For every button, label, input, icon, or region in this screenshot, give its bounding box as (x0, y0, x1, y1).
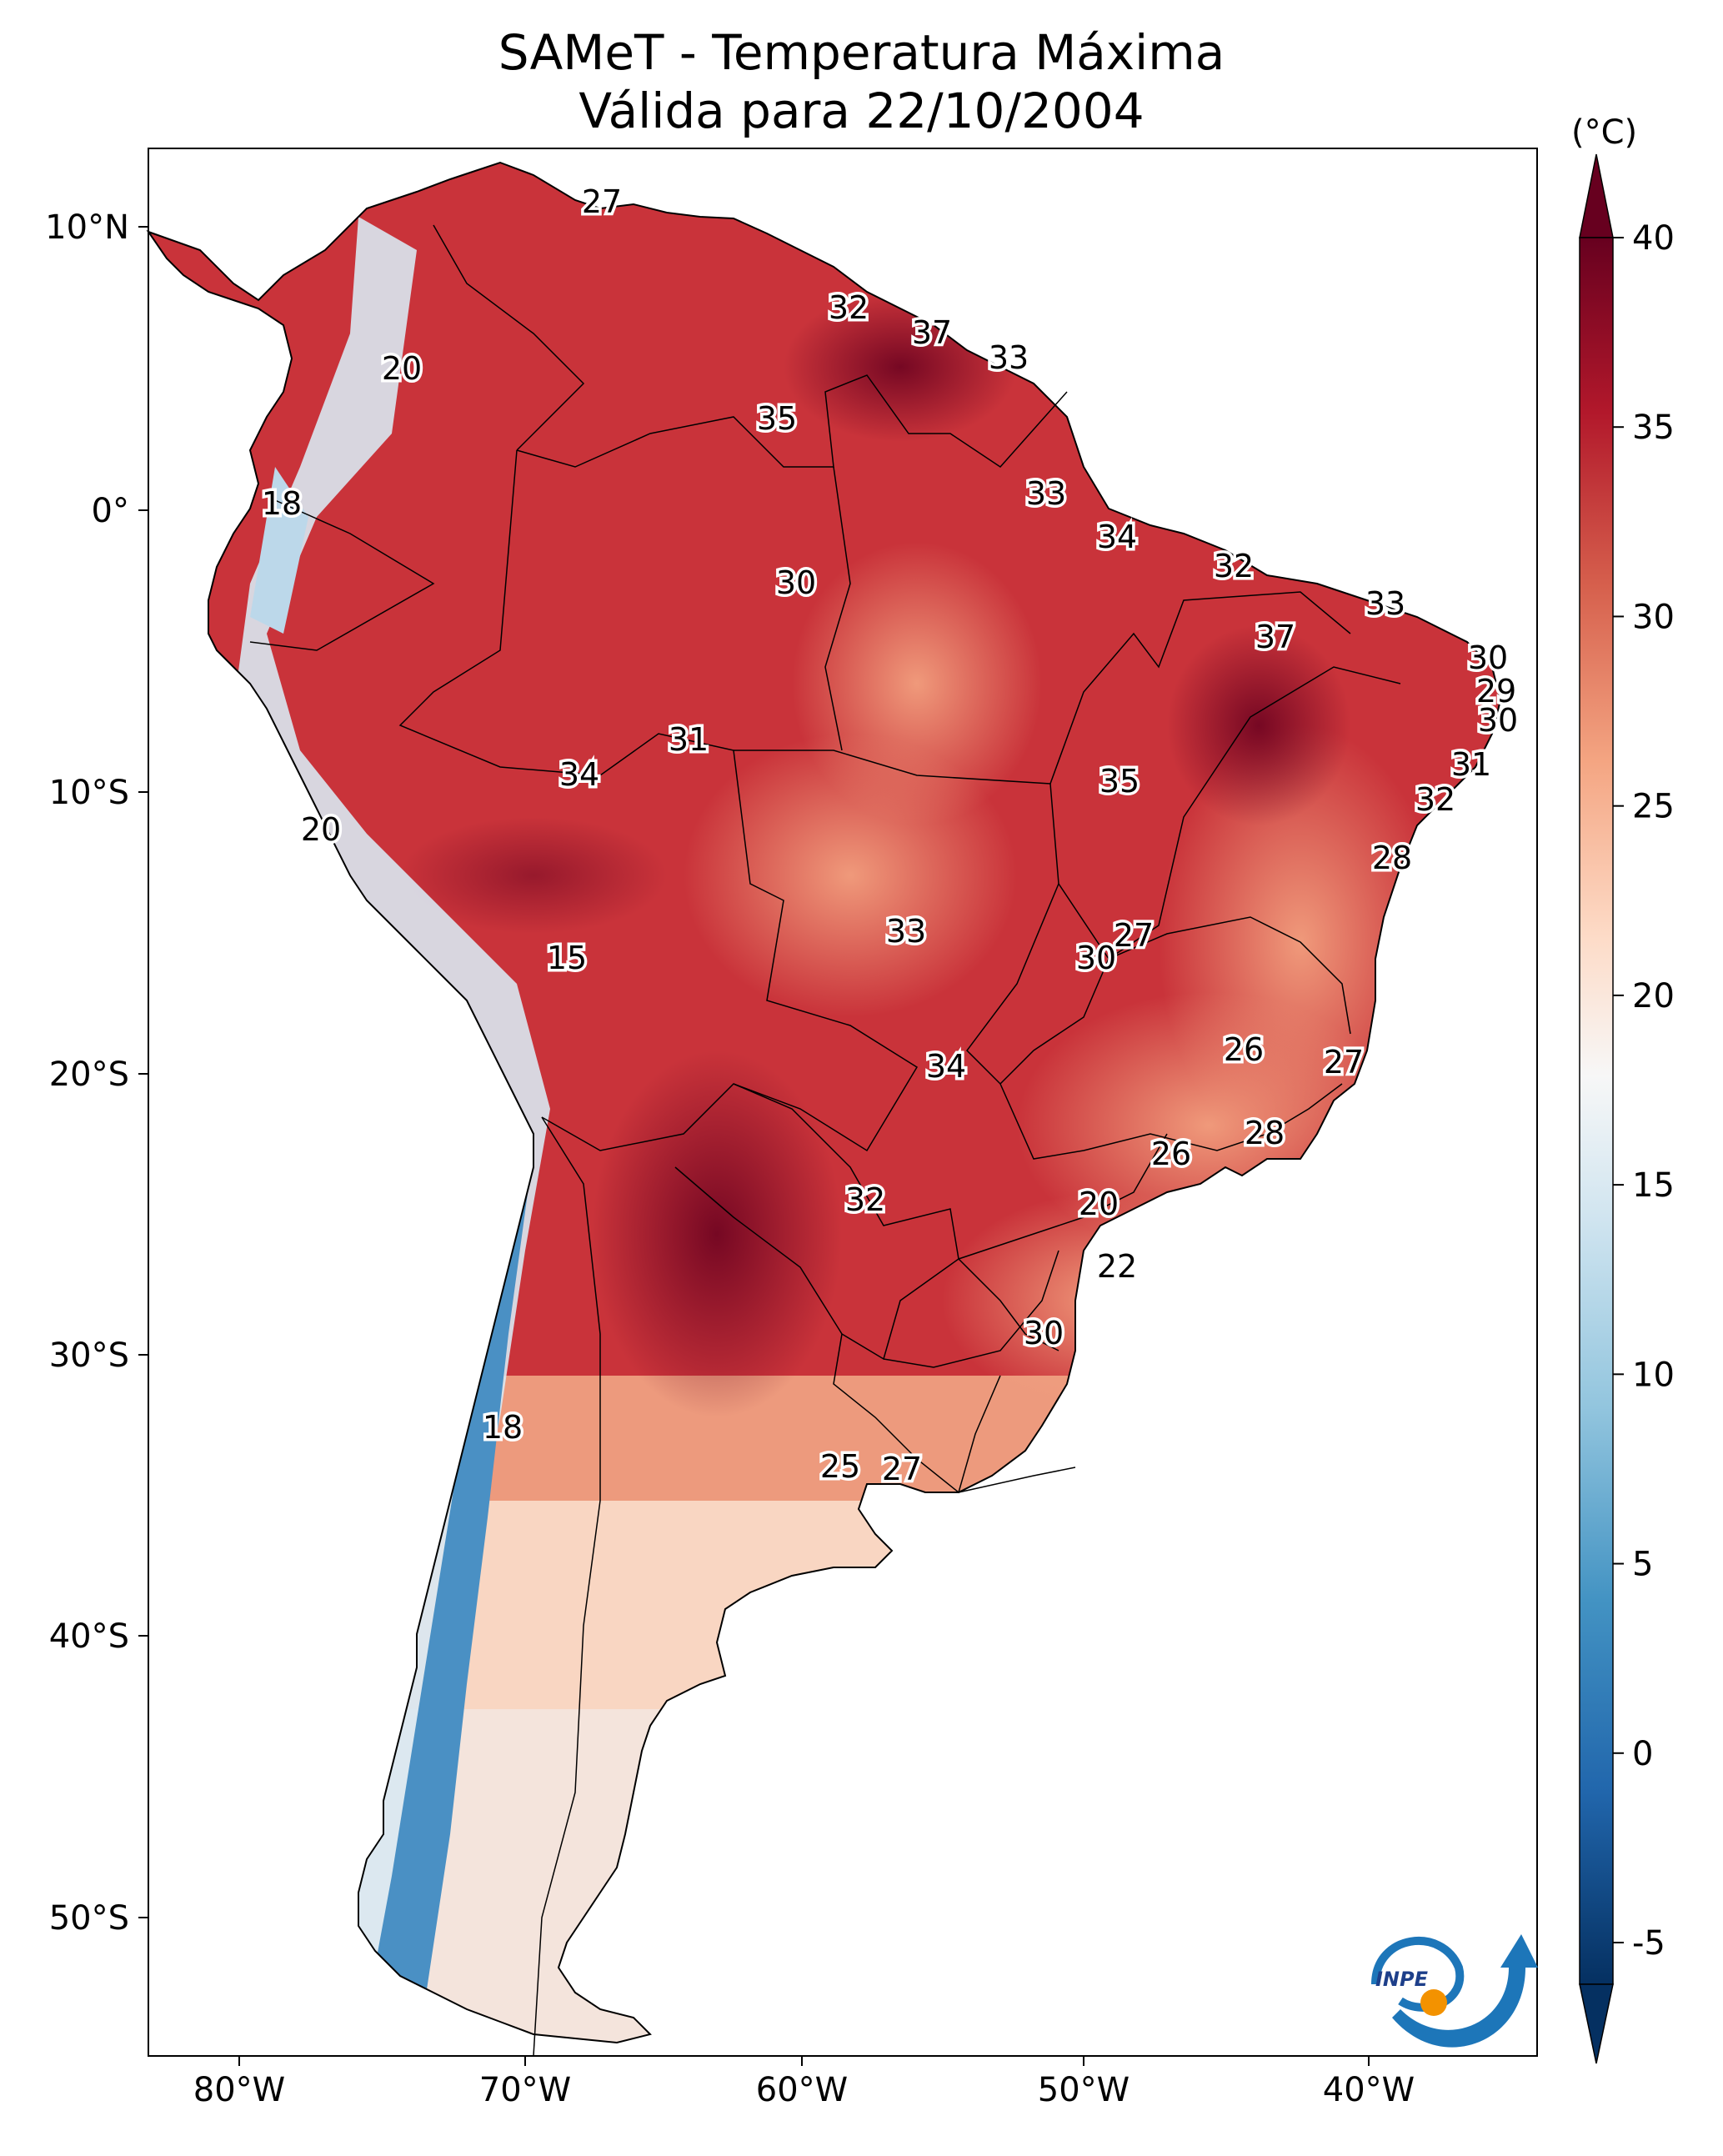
contour-label: 35 (757, 400, 797, 437)
contour-label: 30 (1076, 940, 1116, 976)
colorbar-unit-label: (°C) (1571, 113, 1637, 152)
colorbar-max-arrow (1579, 153, 1614, 238)
latitude-ticks: 10°N 0° 10°S 20°S 30°S 40°S 50°S (45, 208, 148, 1938)
colorbar-tick-label: 20 (1632, 977, 1675, 1015)
contour-label: 20 (301, 811, 341, 848)
contour-label: 33 (1026, 475, 1066, 512)
contour-label: 30 (776, 564, 816, 601)
contour-label: 18 (483, 1409, 523, 1446)
inpe-logo: INPE (1371, 1934, 1538, 2048)
lat-tick-label: 0° (92, 492, 129, 530)
lat-tick-label: 50°S (49, 1899, 129, 1938)
map-subtitle: Válida para 22/10/2004 (579, 83, 1144, 139)
contour-label: 26 (1224, 1031, 1264, 1068)
contour-label: 18 (262, 485, 302, 522)
lat-tick-label: 10°N (45, 208, 129, 247)
lon-tick-label: 70°W (479, 2071, 571, 2109)
contour-label: 30 (1024, 1315, 1064, 1351)
contour-label: 30 (1468, 639, 1508, 676)
contour-label: 35 (1099, 763, 1139, 800)
contour-label: 27 (1114, 917, 1154, 954)
contour-label: 28 (1245, 1115, 1285, 1151)
contour-label: 26 (1151, 1136, 1191, 1172)
coastline (146, 161, 1502, 2044)
contour-label: 32 (1214, 548, 1254, 584)
colorbar: (°C) -5 0 5 10 15 20 25 30 35 40 (1571, 113, 1675, 2064)
lat-tick-label: 20°S (49, 1055, 129, 1094)
contour-label: 25 (820, 1448, 860, 1485)
contour-label: 20 (382, 350, 422, 387)
contour-label: 27 (582, 183, 622, 220)
contour-label: 32 (829, 289, 869, 326)
colorbar-tick-label: 5 (1632, 1546, 1653, 1584)
longitude-ticks: 80°W 70°W 60°W 50°W 40°W (193, 2056, 1415, 2109)
colorbar-tick-label: 10 (1632, 1356, 1675, 1394)
colorbar-tick-label: 15 (1632, 1166, 1675, 1205)
colorbar-tick-label: 35 (1632, 409, 1675, 447)
contour-label: 27 (1324, 1044, 1364, 1081)
contour-label: 34 (926, 1048, 966, 1085)
colorbar-min-arrow (1579, 1983, 1614, 2064)
lon-tick-label: 40°W (1323, 2071, 1415, 2109)
lon-tick-label: 50°W (1038, 2071, 1129, 2109)
contour-label: 30 (1478, 702, 1518, 739)
contour-label: 37 (1255, 619, 1295, 655)
contour-label: 33 (989, 339, 1029, 376)
contour-label: 32 (845, 1181, 885, 1218)
lon-tick-label: 60°W (756, 2071, 848, 2109)
contour-label: 32 (1415, 781, 1455, 818)
colorbar-tick-label: 25 (1632, 788, 1675, 826)
inpe-logo-text: INPE (1375, 1968, 1429, 1991)
lon-tick-label: 80°W (193, 2071, 285, 2109)
colorbar-ramp (1579, 237, 1614, 1985)
colorbar-tick-label: 0 (1632, 1735, 1653, 1773)
colorbar-tick-label: -5 (1632, 1924, 1665, 1963)
contour-label: 20 (1079, 1186, 1119, 1222)
colorbar-tick-label: 40 (1632, 219, 1675, 258)
lat-tick-label: 10°S (49, 774, 129, 812)
contour-label: 22 (1097, 1248, 1137, 1285)
map-title: SAMeT - Temperatura Máxima (498, 24, 1225, 81)
contour-label: 28 (1372, 840, 1412, 876)
contour-label: 15 (547, 940, 587, 976)
contour-label: 34 (1097, 519, 1137, 555)
contour-label: 31 (1451, 746, 1491, 783)
contour-label: 31 (669, 721, 709, 758)
contour-label: 29 (1476, 673, 1516, 709)
lat-tick-label: 30°S (49, 1336, 129, 1375)
contour-label: 27 (882, 1451, 922, 1487)
lat-tick-label: 40°S (49, 1617, 129, 1656)
country-borders (249, 224, 1401, 2057)
contour-label: 33 (1365, 585, 1405, 622)
contour-label: 37 (912, 314, 952, 351)
contour-label: 33 (886, 913, 926, 950)
contour-label: 34 (559, 756, 599, 793)
colorbar-tick-label: 30 (1632, 598, 1675, 636)
